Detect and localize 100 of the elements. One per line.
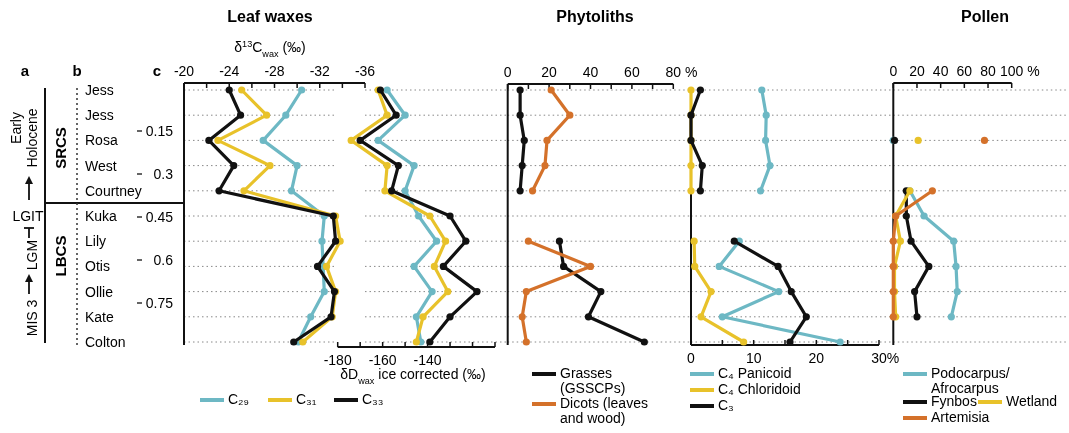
- point: [439, 262, 447, 270]
- point: [287, 187, 296, 195]
- point: [462, 237, 470, 245]
- point: [911, 288, 919, 296]
- x-tick-label: 0: [889, 63, 898, 79]
- point: [947, 313, 955, 321]
- x-tick-label: -32: [309, 63, 331, 79]
- x-tick-label: -20: [173, 63, 195, 79]
- point: [520, 136, 528, 144]
- text: SRCS: [51, 127, 69, 169]
- point: [347, 136, 355, 144]
- point: [446, 212, 454, 220]
- y-tick-label: Ollie: [85, 283, 114, 300]
- point: [444, 288, 452, 296]
- point: [356, 136, 364, 144]
- x-axis-title: δ$^{13}$C$_{wax}$ (‰): [234, 39, 306, 59]
- y-tick-label: Rosa: [85, 132, 118, 149]
- text: c: [152, 62, 162, 79]
- point: [473, 288, 481, 296]
- x-axis-title: δD$_{wax}$ ice corrected (‰): [340, 366, 486, 386]
- point: [715, 262, 723, 270]
- point: [896, 237, 904, 245]
- point: [392, 111, 400, 119]
- point: [925, 262, 933, 270]
- point: [707, 288, 715, 296]
- y2-tick-label: 0.75: [145, 295, 174, 311]
- point: [547, 86, 555, 94]
- point: [555, 237, 564, 245]
- point: [543, 136, 551, 144]
- point: [432, 237, 441, 245]
- point: [640, 338, 648, 346]
- point: [980, 136, 989, 144]
- x-tick-label: 20: [808, 350, 825, 366]
- point: [299, 338, 307, 346]
- x-tick-label: 60: [624, 64, 640, 80]
- y-tick-label: Kuka: [85, 208, 118, 224]
- legend-label: C₃₃: [362, 391, 384, 407]
- y-tick-label: Courtney: [85, 182, 142, 199]
- x-tick-label: 0: [503, 64, 512, 80]
- chart-title: Leaf waxes: [227, 8, 313, 25]
- point: [907, 237, 915, 245]
- y2-tick-label: 0.3: [153, 166, 174, 182]
- chart-title: Pollen: [960, 8, 1010, 25]
- point: [320, 288, 328, 296]
- point: [952, 262, 960, 270]
- point: [758, 86, 766, 94]
- point: [446, 313, 454, 321]
- point: [516, 187, 524, 195]
- point: [920, 212, 928, 220]
- legend-label: C₄ Chloridoid: [718, 381, 801, 397]
- point: [383, 111, 391, 119]
- point: [566, 111, 574, 119]
- point: [415, 212, 423, 220]
- legend-label: Fynbos: [931, 393, 977, 409]
- point: [761, 136, 770, 144]
- point: [205, 136, 213, 144]
- text: a: [20, 62, 30, 79]
- point: [441, 237, 450, 245]
- chart-title: Phytoliths: [556, 8, 634, 25]
- point: [331, 237, 340, 245]
- point: [586, 262, 595, 270]
- point: [524, 237, 532, 245]
- x-tick-label: -140: [413, 352, 442, 368]
- point: [225, 86, 233, 94]
- legend-label: Podocarpus/Afrocarpus: [931, 365, 1010, 396]
- point: [928, 187, 936, 195]
- point: [426, 212, 434, 220]
- x-tick-label: -160: [368, 352, 397, 368]
- legend-label: C₃₁: [296, 391, 317, 407]
- point: [240, 187, 248, 195]
- point: [766, 162, 774, 170]
- y-tick-label: Kate: [85, 308, 115, 325]
- x-tick-label: 20: [909, 63, 925, 79]
- legend-label: Grasses (GSSCPs): [560, 365, 626, 396]
- x-tick-label: -28: [264, 63, 285, 79]
- point: [290, 338, 298, 346]
- point: [293, 162, 301, 170]
- point: [687, 86, 695, 94]
- point: [419, 313, 427, 321]
- point: [522, 338, 530, 346]
- point: [528, 187, 537, 195]
- x-tick-label: 80 %: [665, 64, 698, 80]
- point: [559, 262, 568, 270]
- point: [697, 313, 705, 321]
- point: [410, 262, 418, 270]
- point: [740, 338, 748, 346]
- point: [687, 187, 695, 195]
- point: [522, 288, 530, 296]
- point: [913, 313, 921, 321]
- point: [696, 86, 704, 94]
- point: [690, 237, 698, 245]
- point: [691, 262, 699, 270]
- point: [322, 262, 331, 270]
- point: [950, 237, 958, 245]
- point: [262, 111, 271, 119]
- point: [428, 288, 436, 296]
- point: [410, 162, 418, 170]
- x-tick-label: -180: [323, 352, 352, 368]
- x-tick-label: 40: [582, 64, 599, 80]
- text: LGM: [23, 239, 40, 271]
